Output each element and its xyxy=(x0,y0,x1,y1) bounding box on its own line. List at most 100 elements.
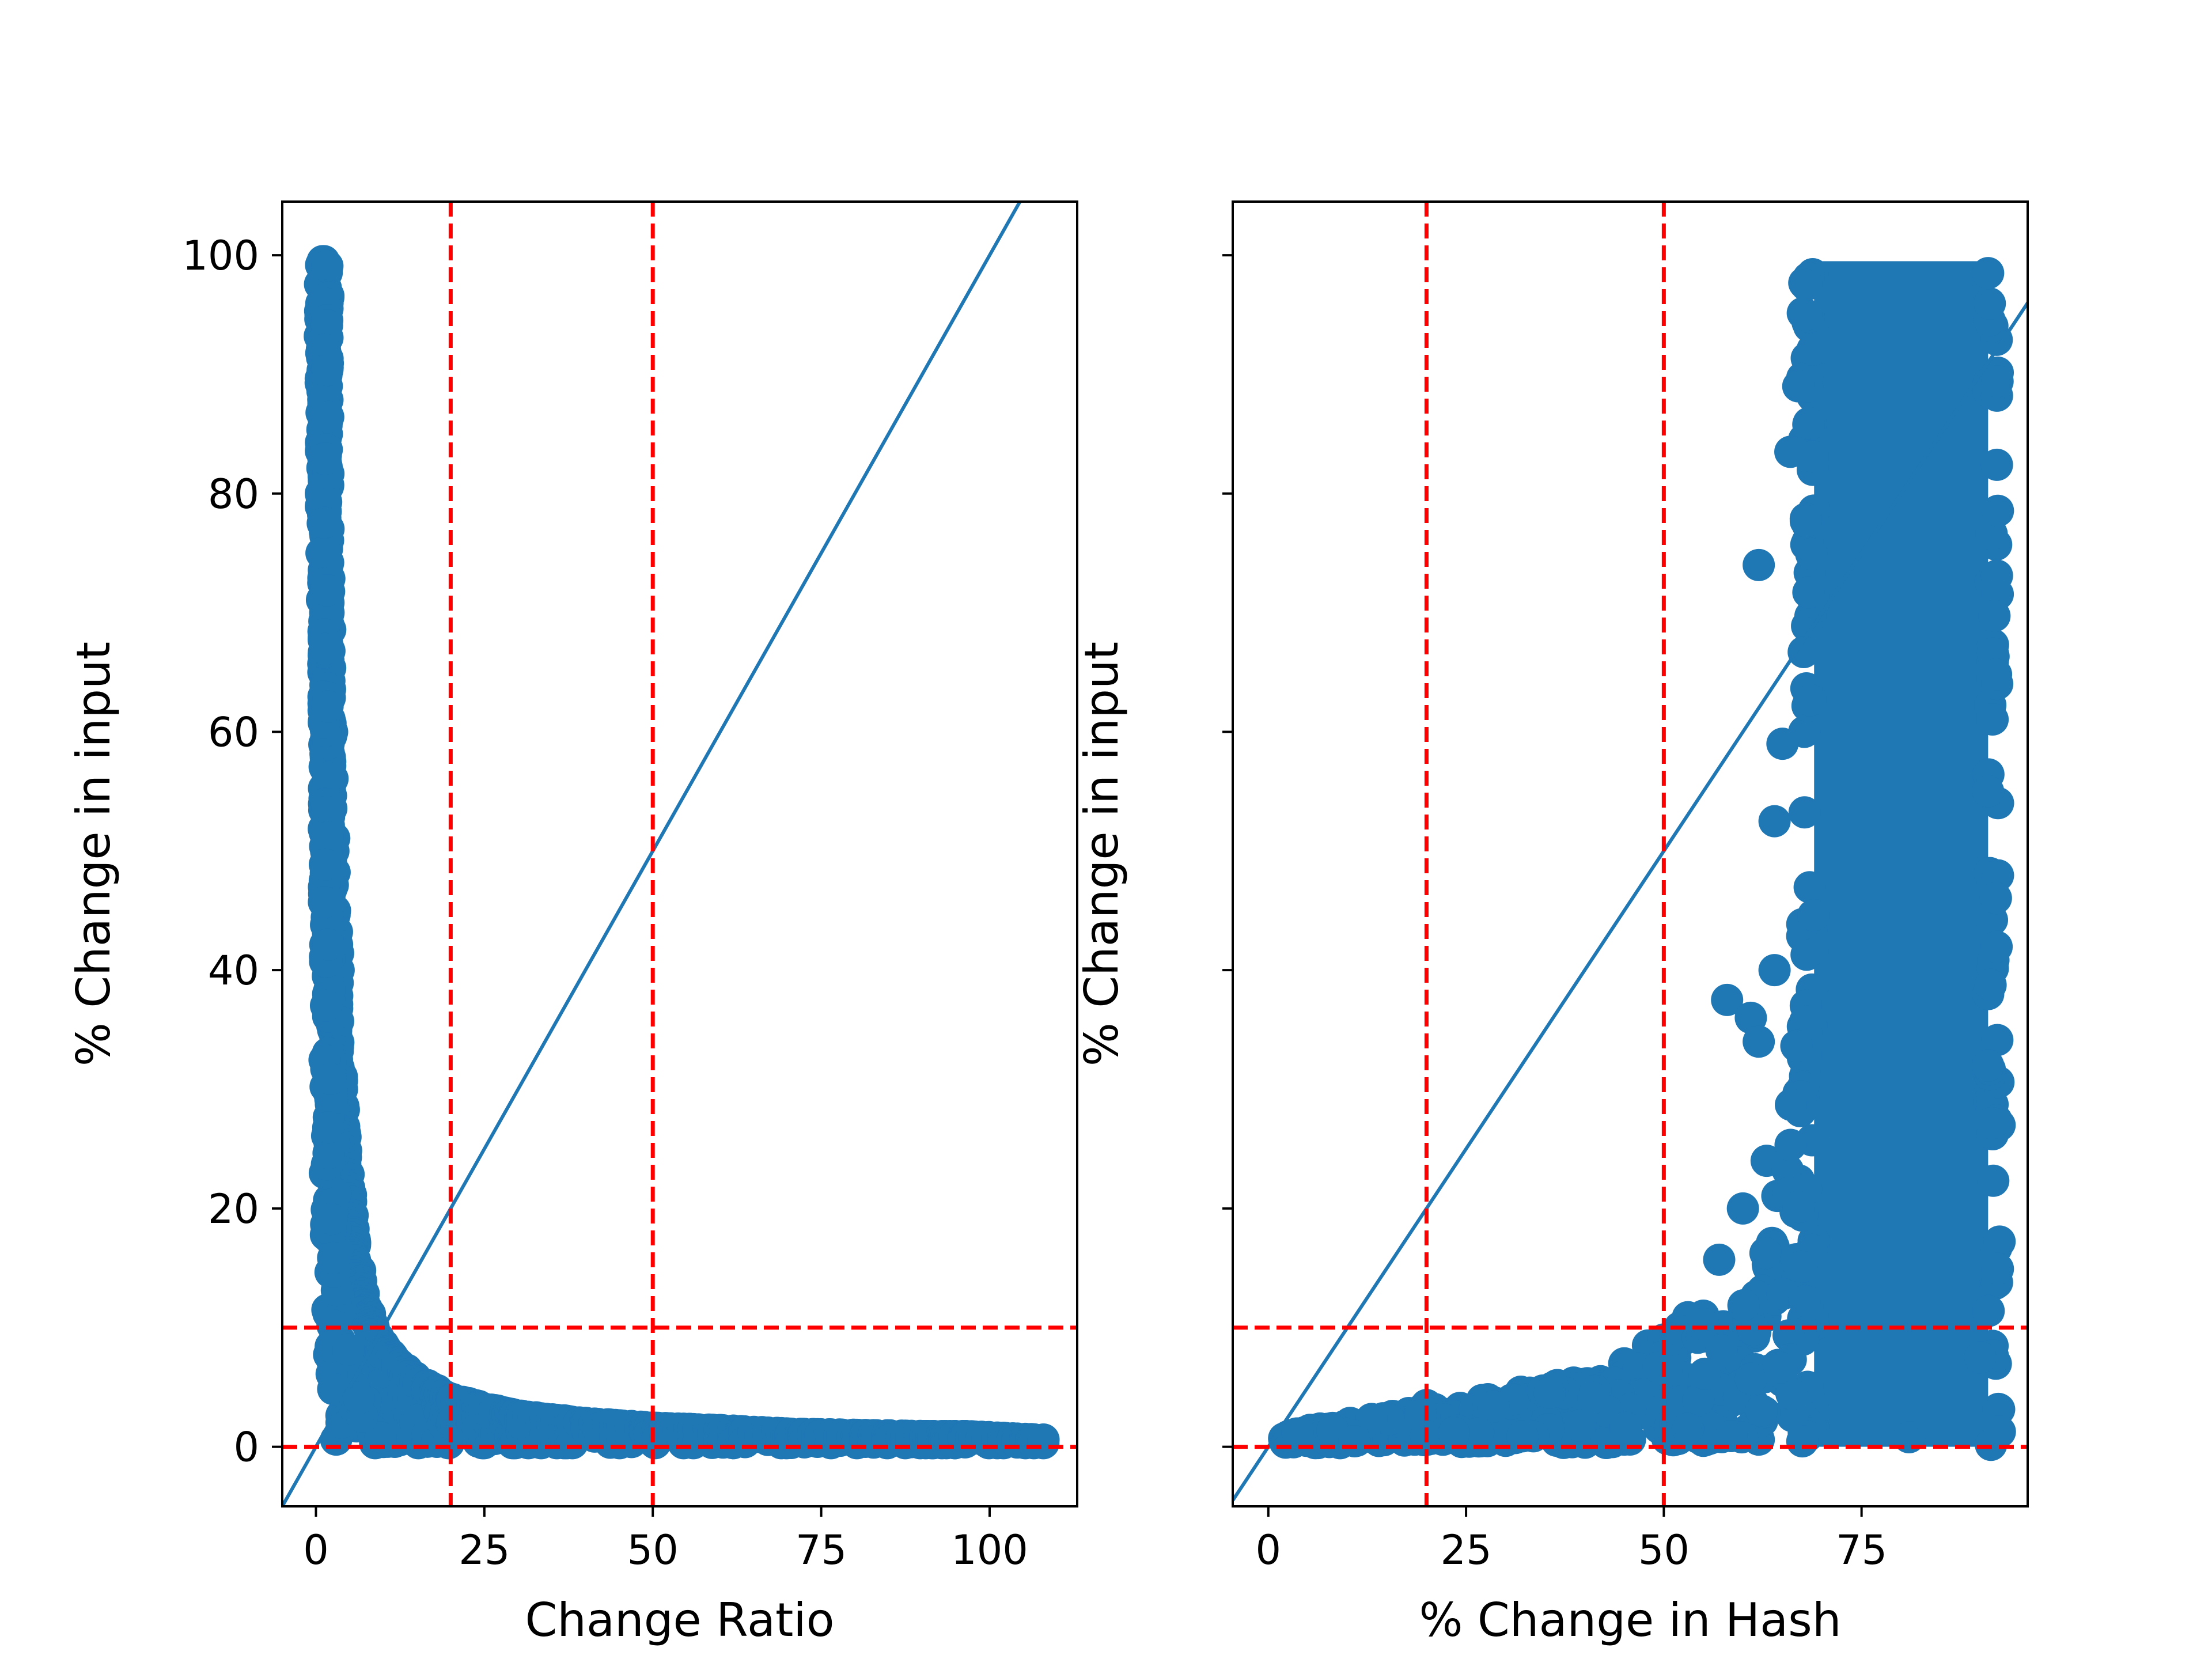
left-x-axis-label: Change Ratio xyxy=(525,1593,834,1647)
scatter-point xyxy=(311,354,344,387)
x-tick-label: 0 xyxy=(303,1527,329,1574)
scatter-point xyxy=(1979,882,2012,915)
scatter-point xyxy=(1982,494,2014,527)
scatter-point xyxy=(317,1373,350,1406)
scatter-point xyxy=(308,506,341,539)
scatter-point xyxy=(1789,505,1822,537)
identity-line xyxy=(282,202,1022,1506)
scatter-point xyxy=(1726,1192,1759,1225)
y-tick-label: 60 xyxy=(208,709,259,756)
scatter-point xyxy=(310,574,343,607)
scatter-point xyxy=(1980,930,2013,963)
scatter-point xyxy=(1782,370,1815,403)
scatter-point xyxy=(308,885,340,918)
scatter-point xyxy=(1766,728,1799,760)
scatter-point xyxy=(1796,933,1829,965)
scatter-point xyxy=(1609,1411,1642,1444)
scatter-point xyxy=(1788,796,1821,829)
scatter-point xyxy=(317,1241,350,1274)
scatter-point xyxy=(311,690,344,723)
scatter-point xyxy=(1795,537,1828,570)
scatter-point xyxy=(1438,1416,1471,1449)
scatter-point xyxy=(1983,1225,2016,1258)
left-y-axis-label: % Change in input xyxy=(67,642,120,1066)
scatter-point xyxy=(312,1137,345,1169)
scatter-point xyxy=(342,1381,375,1414)
scatter-point xyxy=(311,249,344,282)
scatter-point xyxy=(1533,1377,1566,1410)
scatter-point xyxy=(1788,1285,1821,1317)
scatter-point xyxy=(1796,333,1829,366)
scatter-point xyxy=(1790,268,1823,301)
x-tick-label: 0 xyxy=(1256,1527,1282,1574)
left-reference-lines xyxy=(282,202,1077,1506)
scatter-point xyxy=(312,761,345,794)
right-ticks: 0 25 50 75 xyxy=(1222,254,1887,1574)
scatter-point xyxy=(1687,1308,1719,1340)
right-y-axis-label: % Change in input xyxy=(1075,642,1128,1066)
scatter-point xyxy=(1976,1107,2009,1139)
scatter-point xyxy=(1782,1191,1815,1224)
scatter-point xyxy=(1981,365,2014,398)
y-tick-label: 40 xyxy=(208,947,259,994)
scatter-point xyxy=(1461,1417,1494,1450)
right-panel: 0 25 50 75 % Change in Hash % Change in inp… xyxy=(1075,200,2029,1647)
scatter-point xyxy=(309,536,342,569)
scatter-point xyxy=(1682,1384,1715,1416)
scatter-point xyxy=(1506,1420,1539,1453)
scatter-point xyxy=(1981,1024,2014,1056)
x-tick-label: 75 xyxy=(796,1527,847,1574)
scatter-point xyxy=(1703,1243,1736,1276)
scatter-point xyxy=(1743,548,1775,581)
scatter-point xyxy=(1976,703,2009,736)
scatter-point xyxy=(1688,1357,1721,1390)
scatter-point xyxy=(1745,1394,1778,1427)
scatter-point xyxy=(1715,1419,1748,1452)
scatter-point xyxy=(308,848,341,881)
scatter-point xyxy=(1563,1409,1596,1442)
left-panel: 0 25 50 75 100 0 20 40 60 80 100 Change Ratio % Ch… xyxy=(67,200,1078,1647)
scatter-point xyxy=(311,821,344,854)
scatter-point xyxy=(1734,1362,1767,1395)
scatter-point xyxy=(1794,684,1827,717)
scatter-point xyxy=(1787,635,1820,668)
scatter-point xyxy=(1793,871,1826,904)
scatter-point xyxy=(1672,1412,1705,1445)
scatter-point xyxy=(1758,805,1791,838)
scatter-point xyxy=(1577,1381,1610,1414)
x-tick-label: 50 xyxy=(1638,1527,1690,1574)
scatter-point xyxy=(1749,1237,1782,1270)
scatter-point xyxy=(1972,775,2005,808)
scatter-point xyxy=(1793,407,1825,440)
scatter-point xyxy=(1978,600,2011,632)
scatter-point xyxy=(312,928,345,961)
y-tick-label: 100 xyxy=(182,232,259,279)
scatter-point xyxy=(309,989,342,1022)
left-axes-frame xyxy=(281,200,1078,1508)
scatter-point xyxy=(1727,1289,1760,1322)
scatter-point xyxy=(1774,1128,1807,1161)
dense-point-cloud xyxy=(1814,261,1988,1447)
x-tick-label: 100 xyxy=(951,1527,1028,1574)
scatter-point xyxy=(1792,576,1825,609)
x-tick-label: 50 xyxy=(627,1527,679,1574)
scatter-point xyxy=(1972,257,2005,290)
scatter-point xyxy=(309,442,342,475)
scatter-point xyxy=(310,309,343,342)
scatter-point xyxy=(314,1062,347,1095)
x-tick-label: 25 xyxy=(1441,1527,1492,1574)
scatter-point xyxy=(312,1111,344,1144)
scatter-point xyxy=(315,1203,348,1236)
scatter-point xyxy=(1338,1425,1371,1458)
scatter-point xyxy=(1972,1294,2005,1327)
scatter-point xyxy=(1977,1164,2010,1197)
scatter-point xyxy=(312,400,344,433)
y-tick-label: 0 xyxy=(233,1424,259,1471)
left-plot-area xyxy=(282,202,1077,1506)
scatter-point xyxy=(1737,1313,1770,1346)
scatter-point xyxy=(1780,1029,1813,1062)
scatter-point xyxy=(1980,448,2013,481)
left-scatter-layer xyxy=(304,245,1060,1460)
scatter-point xyxy=(1650,1354,1683,1387)
scatter-point xyxy=(1281,1417,1314,1450)
